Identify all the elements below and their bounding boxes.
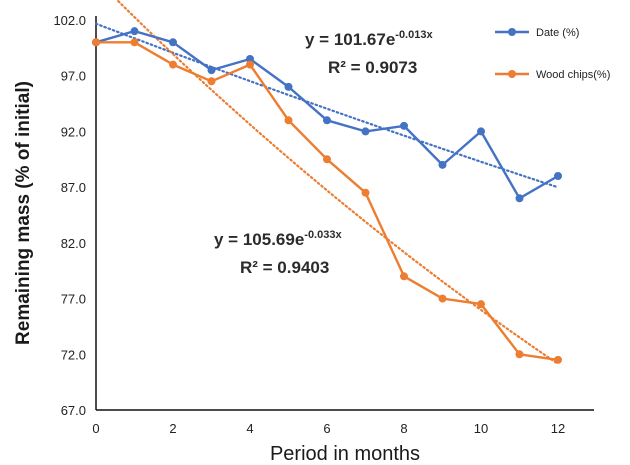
x-tick-label: 4 xyxy=(246,421,253,436)
series-line-1 xyxy=(96,41,559,362)
data-point xyxy=(400,272,408,281)
data-point xyxy=(554,172,562,180)
legend-marker xyxy=(508,28,516,36)
y-tick-label: 102.0 xyxy=(53,13,86,28)
y-tick-label: 92.0 xyxy=(61,124,86,139)
data-point xyxy=(246,55,254,63)
data-point xyxy=(92,38,100,47)
trendline-0 xyxy=(94,22,560,189)
data-point xyxy=(515,194,524,203)
data-series xyxy=(92,27,562,364)
data-point xyxy=(361,127,370,136)
r-squared-label: R² = 0.9403 xyxy=(240,258,329,277)
data-point xyxy=(323,155,331,164)
equation-label: y = 105.69e-0.033x xyxy=(214,229,342,249)
r-squared-label: R² = 0.9073 xyxy=(328,58,417,77)
axes xyxy=(95,16,594,411)
y-tick-label: 77.0 xyxy=(61,292,86,307)
equations: y = 101.67e-0.013x R² = 0.9073 y = 105.69e… xyxy=(214,29,433,277)
x-tick-label: 12 xyxy=(551,421,565,436)
x-tick-label: 2 xyxy=(169,421,176,436)
legend-marker xyxy=(508,70,516,78)
trendlines xyxy=(94,0,560,366)
equation-label: y = 101.67e-0.013x xyxy=(305,29,433,49)
series-line-0 xyxy=(95,29,559,200)
data-point xyxy=(477,127,485,136)
data-point xyxy=(246,60,254,69)
trendline-1 xyxy=(115,0,560,366)
data-point xyxy=(284,82,293,91)
data-point xyxy=(323,116,331,125)
data-point xyxy=(169,60,177,69)
x-tick-label: 6 xyxy=(323,421,330,436)
data-point xyxy=(400,121,408,130)
data-point xyxy=(438,294,447,303)
legend-label: Date (%) xyxy=(536,27,579,39)
legend-label: Wood chips(%) xyxy=(536,69,610,81)
data-point xyxy=(554,355,562,364)
tick-labels: 67.0 72.0 77.0 82.0 87.0 92.0 97.0 102.0 0 2 4 6 8 10… xyxy=(53,13,565,436)
legend-item: Wood chips(%) xyxy=(495,69,610,81)
data-point xyxy=(130,27,139,36)
data-point xyxy=(438,160,447,169)
x-axis-title: Period in months xyxy=(270,443,420,465)
legend-item: Date (%) xyxy=(495,27,579,39)
y-tick-label: 97.0 xyxy=(61,69,86,84)
data-point xyxy=(477,300,485,309)
data-point xyxy=(284,116,293,125)
series-0 xyxy=(92,27,562,203)
data-point xyxy=(169,38,177,47)
x-tick-label: 8 xyxy=(400,421,407,436)
data-point xyxy=(361,188,370,197)
x-tick-label: 10 xyxy=(474,421,488,436)
y-tick-label: 87.0 xyxy=(61,180,86,195)
y-tick-label: 67.0 xyxy=(61,403,86,418)
y-tick-label: 72.0 xyxy=(61,347,86,362)
x-tick-label: 0 xyxy=(92,421,99,436)
data-point xyxy=(207,77,216,86)
y-tick-label: 82.0 xyxy=(61,236,86,251)
legend: Date (%) Wood chips(%) xyxy=(495,27,610,81)
y-axis-title: Remaining mass (% of initial) xyxy=(13,81,34,345)
data-point xyxy=(130,38,139,47)
data-point xyxy=(515,350,524,359)
series-1 xyxy=(92,38,562,364)
data-point xyxy=(207,66,216,75)
